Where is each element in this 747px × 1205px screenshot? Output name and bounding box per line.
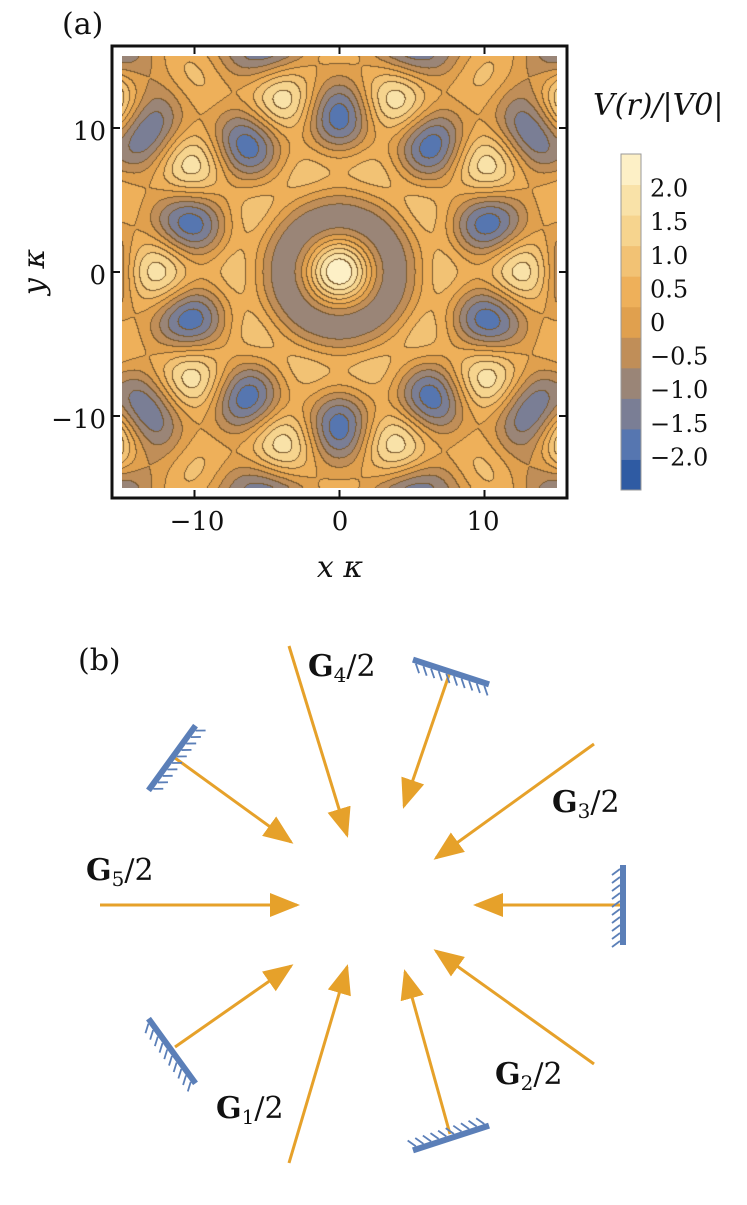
mirror-lower-left xyxy=(144,1016,198,1092)
colorbar-tick-1: 1.5 xyxy=(650,208,688,236)
beam-g3 xyxy=(433,742,595,860)
mirror-top xyxy=(412,656,490,696)
x-tick-0: 0 xyxy=(332,507,349,537)
colorbar-swatch-10 xyxy=(621,154,641,186)
beam-g4 xyxy=(287,645,351,838)
svg-text:G2/2: G2/2 xyxy=(495,1057,563,1095)
svg-text:G5/2: G5/2 xyxy=(86,853,154,891)
beam-reflect-lower-left xyxy=(174,964,294,1049)
beam-reflect-bottom xyxy=(400,969,452,1135)
mirror-bottom xyxy=(407,1117,490,1154)
mirror-right xyxy=(611,865,626,948)
colorbar-tick-8: −2.0 xyxy=(650,443,708,471)
colorbar xyxy=(620,153,642,491)
beam-g2 xyxy=(433,949,595,1066)
colorbar-swatch-5 xyxy=(621,306,641,338)
label-g4: G4/2 xyxy=(308,649,376,687)
colorbar-swatch-1 xyxy=(621,428,641,460)
y-tick-10: 10 xyxy=(73,117,106,147)
x-tick-10: 10 xyxy=(466,507,499,537)
colorbar-swatch-0 xyxy=(621,459,641,491)
svg-text:G4/2: G4/2 xyxy=(308,649,376,687)
colorbar-swatch-6 xyxy=(621,276,641,308)
x-axis-label: x κ xyxy=(317,550,363,585)
y-tick-minus10: −10 xyxy=(51,405,106,435)
label-g2: G2/2 xyxy=(495,1057,563,1095)
colorbar-swatch-7 xyxy=(621,245,641,277)
label-g5: G5/2 xyxy=(86,853,154,891)
panel-a-label: (a) xyxy=(62,7,103,42)
colorbar-labels: 2.0 1.5 1.0 0.5 0 −0.5 −1.0 −1.5 −2.0 xyxy=(650,175,708,472)
x-tick-minus10: −10 xyxy=(170,507,225,537)
colorbar-swatch-9 xyxy=(621,184,641,216)
colorbar-tick-4: 0 xyxy=(650,309,665,337)
axis-ticks xyxy=(112,46,567,498)
heatmap xyxy=(122,56,557,488)
mirror-upper-left xyxy=(146,723,206,793)
label-g3: G3/2 xyxy=(552,785,620,823)
beam-reflect-top xyxy=(401,671,452,809)
panel-b-label: (b) xyxy=(78,643,121,678)
y-tick-0: 0 xyxy=(89,261,106,291)
colorbar-tick-6: −1.0 xyxy=(650,376,708,404)
heatmap-image xyxy=(122,56,557,488)
colorbar-tick-2: 1.0 xyxy=(650,242,688,270)
colorbar-title: V(r)/|V0| xyxy=(593,88,724,123)
colorbar-tick-0: 2.0 xyxy=(650,175,688,203)
colorbar-swatch-4 xyxy=(621,337,641,369)
colorbar-swatch-2 xyxy=(621,398,641,430)
beam-diagram xyxy=(100,645,626,1164)
colorbar-swatch-3 xyxy=(621,367,641,399)
svg-text:G1/2: G1/2 xyxy=(216,1091,284,1129)
beam-reflect-upper-left xyxy=(174,756,294,844)
colorbar-frame xyxy=(620,153,642,491)
colorbar-tick-3: 0.5 xyxy=(650,275,688,303)
colorbar-swatch-8 xyxy=(621,215,641,247)
colorbar-tick-7: −1.5 xyxy=(650,410,708,438)
y-axis-label: y κ xyxy=(17,249,52,297)
colorbar-tick-5: −0.5 xyxy=(650,343,708,371)
label-g1: G1/2 xyxy=(216,1091,284,1129)
svg-text:G3/2: G3/2 xyxy=(552,785,620,823)
beam-g1 xyxy=(287,964,351,1164)
